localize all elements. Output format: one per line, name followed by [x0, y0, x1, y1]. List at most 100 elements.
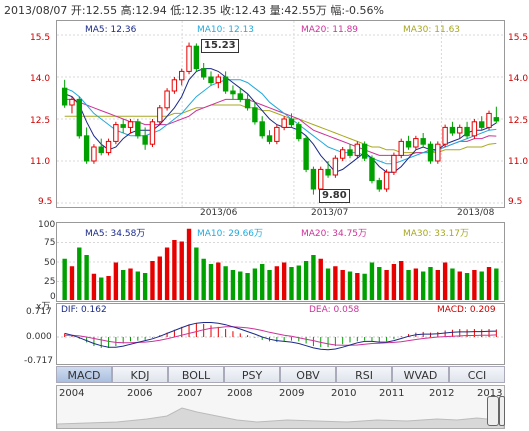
volume-bar	[347, 271, 353, 300]
candle-body	[230, 90, 236, 95]
tab-kdj[interactable]: KDJ	[112, 366, 168, 383]
volume-bar	[99, 277, 104, 300]
candle-body	[413, 138, 419, 148]
candle-body	[171, 79, 178, 92]
candle-body	[244, 98, 251, 109]
volume-bar	[208, 264, 214, 300]
candle-body	[493, 117, 500, 122]
tab-rsi[interactable]: RSI	[336, 366, 392, 383]
tab-wvad[interactable]: WVAD	[392, 366, 449, 383]
date-tick-1: 2013/07	[311, 208, 349, 218]
volume-bar	[267, 270, 272, 300]
candle-body	[266, 135, 273, 142]
volume-bar	[406, 270, 411, 300]
volume-bar	[435, 270, 441, 300]
candle-body	[149, 121, 156, 145]
macd-chart-panel[interactable]: DIF: 0.162 DEA: 0.058 MACD: 0.209	[56, 303, 505, 365]
volume-bar	[296, 265, 301, 300]
volume-bar	[113, 262, 119, 300]
candle-body	[69, 98, 75, 106]
tab-boll[interactable]: BOLL	[168, 366, 224, 383]
volume-bar	[281, 262, 287, 300]
volume-bar	[91, 273, 97, 300]
volume-bar	[399, 261, 404, 300]
candle-body	[398, 140, 404, 156]
volume-bar	[391, 264, 397, 300]
candle-body	[442, 126, 448, 145]
candle-body	[391, 154, 397, 173]
timeline-year-2009: 2009	[279, 388, 305, 399]
candle-body	[186, 45, 192, 72]
candle-body	[259, 121, 265, 137]
macd-dif-label: DIF: 0.162	[61, 305, 107, 315]
volume-bar	[457, 271, 462, 300]
high-price-callout: 15.23	[201, 39, 239, 53]
candle-body	[157, 107, 163, 123]
candle-body	[383, 171, 390, 190]
candle-body	[471, 121, 478, 137]
volume-bar	[245, 273, 250, 300]
vol-legend-ma5: MA5: 34.58万	[85, 229, 146, 239]
tab-psy[interactable]: PSY	[224, 366, 280, 383]
volume-bar	[69, 266, 75, 300]
indicator-tabs: MACD KDJ BOLL PSY OBV RSI WVAD CCI	[56, 366, 505, 383]
candle-body	[332, 157, 339, 176]
candle-body	[435, 143, 441, 162]
macd-chart-svg	[57, 322, 504, 351]
vol-unit: x万	[36, 302, 51, 312]
dea-line	[64, 326, 497, 346]
candle-body	[339, 149, 346, 159]
candle-body	[361, 143, 368, 159]
volume-chart-panel[interactable]: MA5: 34.58万 MA10: 29.66万 MA20: 34.75万 MA…	[56, 222, 505, 302]
dif-line	[64, 322, 497, 351]
volume-bar	[384, 270, 389, 300]
volume-bar	[479, 271, 484, 300]
timeline-year-2010: 2010	[331, 388, 357, 399]
macd-tick-0: 0.717	[26, 307, 52, 317]
candle-body	[61, 87, 68, 106]
volume-bar	[325, 268, 331, 300]
date-tick-0: 2013/06	[200, 208, 238, 218]
range-handle-left[interactable]	[487, 396, 499, 426]
candle-body	[76, 98, 82, 137]
volume-bar	[340, 270, 345, 300]
volume-bar	[62, 258, 67, 300]
price-tick-right-1: 14.0	[508, 74, 529, 84]
vol-tick-2: 50	[44, 258, 56, 268]
volume-bar	[238, 271, 243, 300]
quote-header: 2013/08/07 开:12.55 高:12.94 低:12.35 收:12.…	[4, 4, 384, 17]
candle-body	[193, 45, 200, 70]
tab-macd[interactable]: MACD	[56, 366, 112, 383]
volume-bar	[472, 270, 477, 300]
volume-bar	[362, 273, 367, 300]
candle-body	[427, 143, 434, 162]
candle-body	[237, 93, 243, 100]
price-chart-svg	[57, 21, 504, 207]
price-tick-left-1: 14.0	[30, 74, 51, 84]
volume-bar	[179, 241, 184, 300]
price-chart-panel[interactable]: MA5: 12.36 MA10: 12.13 MA20: 11.89 MA30:…	[56, 20, 505, 208]
candle-body	[222, 76, 229, 92]
legend-ma20: MA20: 11.89	[301, 25, 359, 35]
candle-body	[200, 68, 207, 78]
volume-bar	[274, 266, 280, 300]
volume-bar	[77, 247, 82, 300]
range-handle-right[interactable]	[499, 396, 505, 426]
tab-cci[interactable]: CCI	[449, 366, 505, 383]
macd-value-label: MACD: 0.209	[437, 305, 496, 315]
volume-bar	[135, 271, 141, 300]
legend-ma10: MA10: 12.13	[197, 25, 255, 35]
vol-tick-4: 0	[50, 292, 56, 302]
candle-body	[127, 121, 134, 128]
candle-body	[142, 135, 148, 145]
vol-tick-0: 100	[38, 220, 56, 230]
date-tick-2: 2013/08	[457, 208, 495, 218]
timeline-year-2012: 2012	[429, 388, 455, 399]
candle-body	[486, 112, 492, 128]
volume-bar	[194, 247, 199, 300]
tab-obv[interactable]: OBV	[280, 366, 336, 383]
timeline-navigator[interactable]: 2004 2006 2007 2008 2009 2010 2011 2012 …	[56, 385, 505, 429]
volume-bar	[377, 267, 382, 300]
volume-bar	[318, 258, 323, 300]
timeline-sparkline	[57, 407, 504, 428]
